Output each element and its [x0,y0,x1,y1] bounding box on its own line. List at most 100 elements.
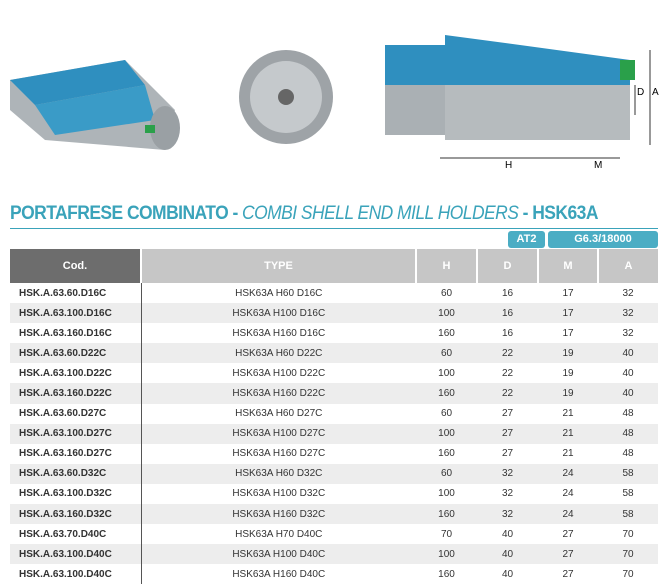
cell-h: 100 [416,423,477,444]
table-row: HSK.A.63.100.D16C HSK63A H100 D16C 100 16 17… [10,303,658,324]
cell-m: 27 [562,528,574,540]
cell-d: 32 [477,463,538,484]
cell-m: 24 [562,488,574,500]
cell-code: HSK.A.63.100.D32C [10,483,142,505]
dim-m-label: M [594,160,602,171]
dim-a-label: A [652,87,659,98]
cell-code: HSK.A.63.100.D27C [10,423,142,444]
header-a: A [597,249,658,283]
cell-type: HSK63A H100 D40C [141,544,416,565]
cell-code: HSK.A.63.160.D27C [10,443,142,464]
cell-type: HSK63A H100 D27C [141,423,416,444]
table-header: Cod. TYPE H D M A [10,249,658,283]
cell-m: 21 [562,448,574,460]
cell-a: 70 [598,544,658,565]
cell-type: HSK63A H100 D32C [232,488,326,500]
table-row: HSK.A.63.70.D40C HSK63A H70 D40C 70 40 27 70 [10,524,658,545]
holder-dimension-drawing: H M D A [385,35,659,171]
cell-d: 16 [501,287,514,299]
cell-h: 60 [440,408,453,420]
table-row: HSK.A.63.100.D22C HSK63A H100 D22C 100 22 19… [10,363,658,384]
table-row: HSK.A.63.60.D32C HSK63A H60 D32C 60 32 24 58 [10,463,658,484]
cell-type: HSK63A H160 D27C [232,448,326,460]
cell-m: 24 [538,504,598,525]
cell-type: HSK63A H160 D40C [232,568,326,580]
cell-type: HSK63A H60 D22C [141,343,416,364]
cell-h: 100 [438,488,455,500]
cell-code: HSK.A.63.70.D40C [10,524,142,545]
header-cod: Cod. [10,249,141,283]
cell-h: 160 [416,383,477,404]
cell-code: HSK.A.63.60.D16C [10,283,142,304]
cell-h: 160 [438,448,455,460]
cell-type: HSK63A H60 D32C [141,463,416,484]
table-row: HSK.A.63.100.D40C HSK63A H100 D40C 100 40 27… [10,544,658,565]
cell-h: 60 [416,343,477,364]
cell-a: 48 [598,423,658,444]
cell-h: 100 [416,544,477,565]
cell-d: 32 [501,488,514,500]
table-row: HSK.A.63.100.D32C HSK63A H100 D32C 100 32 24… [10,483,658,505]
header-type: TYPE [140,249,416,283]
table-row: HSK.A.63.60.D16C HSK63A H60 D16C 60 16 17 32 [10,283,658,304]
cell-d: 22 [477,343,538,364]
cell-a: 40 [622,367,634,379]
holder-cutaway-image [10,60,180,150]
cell-type: HSK63A H100 D16C [141,303,416,324]
cell-d: 40 [477,544,538,565]
cell-code: HSK.A.63.160.D22C [10,383,142,404]
cell-a: 40 [598,383,658,404]
cell-code: HSK.A.63.100.D40C [10,544,142,565]
cell-h: 100 [416,303,477,324]
cell-type: HSK63A H60 D27C [235,408,323,420]
table-row: HSK.A.63.60.D27C HSK63A H60 D27C 60 27 21 48 [10,403,658,424]
page-title: PORTAFRESE COMBINATO - COMBI SHELL END M… [10,203,598,224]
header-m: M [537,249,598,283]
cell-d: 27 [477,423,538,444]
cell-h: 70 [440,528,453,540]
cell-code: HSK.A.63.160.D32C [10,504,142,525]
cell-a: 48 [622,448,634,460]
table-row: HSK.A.63.160.D22C HSK63A H160 D22C 160 22 19… [10,383,658,404]
cell-d: 27 [501,448,514,460]
cell-a: 58 [598,463,658,484]
cell-d: 27 [501,408,514,420]
product-table: Cod. TYPE H D M A HSK.A.63.60.D16C HSK63A… [10,249,658,585]
dim-h-label: H [505,160,512,171]
cell-d: 22 [501,367,514,379]
cell-a: 32 [622,287,634,299]
cell-m: 19 [538,383,598,404]
cell-d: 22 [477,383,538,404]
cell-a: 58 [598,504,658,525]
cell-code: HSK.A.63.100.D16C [10,303,142,324]
cell-h: 100 [438,367,455,379]
cell-type: HSK63A H60 D16C [235,287,323,299]
table-row: HSK.A.63.100.D27C HSK63A H100 D27C 100 27 21… [10,423,658,444]
cell-m: 27 [538,544,598,565]
header-d: D [476,249,538,283]
cell-a: 32 [598,303,658,324]
holder-end-view-image [239,50,333,144]
badge-balance: G6.3/18000 [548,231,658,248]
cell-a: 32 [622,327,634,339]
cell-code: HSK.A.63.160.D16C [10,323,142,344]
cell-a: 70 [622,528,634,540]
table-row: HSK.A.63.60.D22C HSK63A H60 D22C 60 22 19 40 [10,343,658,364]
cell-type: HSK63A H160 D22C [141,383,416,404]
cell-type: HSK63A H70 D40C [235,528,323,540]
table-row: HSK.A.63.100.D40C HSK63A H160 D40C 160 40 27… [10,564,658,585]
cell-code: HSK.A.63.100.D40C [10,564,142,585]
cell-code: HSK.A.63.100.D22C [10,363,142,384]
cell-h: 160 [438,327,455,339]
cell-m: 21 [538,423,598,444]
cell-m: 17 [538,303,598,324]
cell-d: 16 [477,303,538,324]
cell-a: 58 [622,488,634,500]
cell-m: 19 [562,367,574,379]
header-h: H [415,249,477,283]
cell-d: 40 [501,528,514,540]
dim-d-label: D [637,87,644,98]
cell-m: 17 [562,327,574,339]
cell-h: 60 [440,287,453,299]
cell-a: 40 [598,343,658,364]
